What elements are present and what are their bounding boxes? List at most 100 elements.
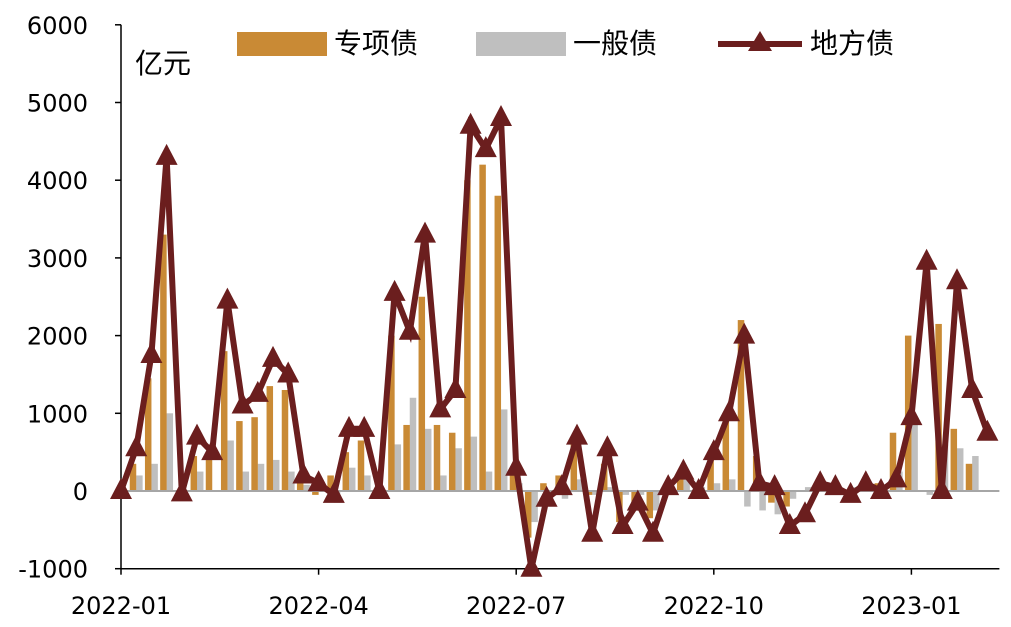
special-bond-bar [403,424,410,491]
local-bond-point [824,474,847,496]
general-bond-bar [728,479,736,492]
general-bond-bar [227,440,234,492]
x-tick-label: 2022-07 [466,592,566,620]
general-bond-bar [470,436,478,491]
special-bond-bar [448,432,456,492]
local-bond-point [794,501,816,523]
general-bond-bar [424,428,432,491]
unit-label: 亿元 [135,47,191,80]
general-bond-bar [637,491,645,495]
special-bond-bar [342,452,350,491]
local-bond-point [900,404,923,426]
general-bond-bar [576,479,584,492]
local-bond-point [581,520,604,542]
general-bond-bar [759,491,766,511]
local-bond-point [550,474,573,496]
legend-label-special: 专项债 [334,27,418,60]
general-bond-bar [364,475,371,491]
y-tick-label: 3000 [27,245,88,273]
local-bond-point [474,136,497,158]
special-bond-bar [950,428,958,491]
x-tick-label: 2022-04 [268,592,368,620]
x-tick-label: 2023-01 [861,592,961,620]
special-bond-bar [312,491,319,495]
general-bond-bar [151,463,158,492]
local-bond-point [429,396,452,418]
y-tick-label: -1000 [18,556,88,584]
local-bond-point [870,478,892,499]
legend-item-local: 地方债 [718,27,894,60]
special-bond-bar [129,463,137,492]
general-bond-bar [683,479,690,492]
general-bond-bar [196,471,204,491]
local-bond-point [170,480,193,502]
local-bond-point [930,478,953,499]
x-tick-label: 2022-01 [71,592,171,620]
local-bond-point [125,435,148,457]
local-bond-point [459,112,482,134]
local-bond-point [535,485,558,507]
legend-item-special: 专项债 [237,27,418,60]
local-bond-point [338,415,360,437]
y-tick-label: 5000 [27,90,88,118]
local-bond-point [246,380,269,402]
local-bond-markers [110,105,999,577]
local-bond-point [353,415,376,437]
local-bond-point [885,466,908,488]
special-bond-bar [236,421,243,491]
general-bond-bar [348,467,356,491]
general-bond-bar [622,491,630,495]
local-bond-point [520,555,543,577]
general-bond-bar [911,417,918,492]
special-bond-bar [464,180,471,491]
local-bond-point [961,376,984,398]
general-bond-bar [288,471,295,491]
legend: 专项债 一般债 地方债 [237,27,894,60]
local-bond-point [642,520,664,542]
y-tick-label: 4000 [27,167,88,195]
general-bond-bar [789,491,797,499]
general-bond-bar [744,491,751,507]
special-bond-bar [570,444,578,491]
local-bond-point [110,478,132,499]
general-bond-bar [440,475,447,491]
special-bond-bar [144,378,152,491]
local-bond-point [505,454,528,476]
special-bond-bar [722,421,730,491]
general-bond-bar [303,484,310,491]
general-bond-bar [394,444,402,491]
local-bond-point [414,221,436,243]
general-bond-bar [409,397,417,491]
general-bond-bar [257,463,265,492]
local-bond-point [368,478,391,499]
special-bond-bar [418,296,426,491]
local-bond-point [915,248,938,270]
local-bond-point [702,439,725,461]
special-bond-bar [205,452,213,491]
y-tick-label: 1000 [27,400,88,428]
special-bond-bar [585,491,593,495]
local-bond-point [307,470,330,492]
local-bond-point [277,361,300,383]
local-bond-point [596,435,619,457]
special-bond-bar [357,440,365,492]
local-bond-point [839,481,862,503]
general-bond-bar [166,413,174,491]
special-bond-bar [509,471,517,491]
local-bond-point [718,400,740,422]
general-bond-bar [531,491,538,523]
special-bond-bar [433,424,441,491]
general-bond-bar [242,471,250,491]
legend-item-general: 一般债 [476,27,657,60]
local-bond-point [155,143,178,165]
local-bond-point [186,423,208,445]
local-bond-point [383,279,406,301]
local-bond-point [216,287,239,309]
special-bond-bar [296,479,304,492]
local-bond-point [748,470,771,492]
special-bond-bar [737,320,745,491]
special-bond-bar [524,491,532,538]
local-bond-point [657,474,680,496]
legend-label-general: 一般债 [573,27,657,60]
